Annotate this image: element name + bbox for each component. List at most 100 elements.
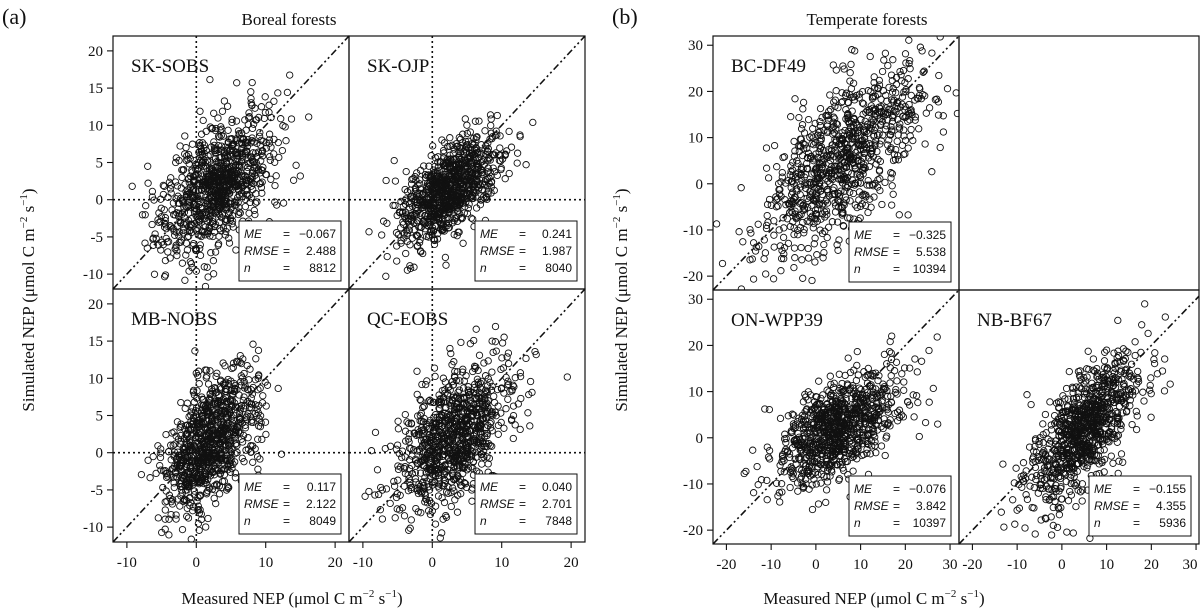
data-point	[403, 266, 412, 274]
data-point	[195, 464, 204, 473]
data-point	[892, 89, 900, 97]
site-label: QC-EOBS	[367, 309, 448, 330]
data-point	[457, 145, 465, 153]
data-point	[799, 206, 807, 215]
y-axis-label-a: Simulated NEP (μmol C m−2 s−1)	[18, 188, 38, 411]
data-point	[438, 529, 446, 537]
data-point	[161, 506, 169, 514]
data-point	[824, 127, 832, 135]
data-point	[185, 478, 193, 487]
data-point	[187, 408, 195, 416]
data-point	[844, 99, 853, 107]
data-point	[217, 131, 225, 140]
data-point	[460, 399, 469, 408]
data-point	[154, 514, 162, 522]
data-point	[305, 113, 313, 121]
data-point	[203, 480, 211, 489]
data-point	[915, 125, 923, 133]
data-point	[447, 502, 455, 511]
data-point	[859, 110, 867, 118]
stat-equals: =	[519, 227, 526, 241]
data-point	[159, 181, 167, 190]
data-point	[258, 189, 266, 197]
data-point	[836, 162, 845, 170]
data-point	[453, 508, 462, 516]
data-point	[907, 91, 915, 100]
data-point	[411, 209, 419, 218]
data-point	[402, 437, 410, 445]
data-point	[410, 429, 418, 437]
data-point	[221, 154, 229, 163]
data-point	[916, 43, 925, 51]
data-point	[461, 171, 470, 180]
data-point	[194, 215, 203, 223]
data-point	[790, 230, 798, 239]
data-point	[906, 56, 914, 65]
data-point	[196, 460, 204, 468]
data-point	[415, 480, 423, 488]
data-point	[929, 384, 937, 393]
data-point	[201, 403, 209, 411]
data-point	[175, 156, 183, 165]
stat-value: 2.701	[542, 497, 572, 511]
data-point	[226, 186, 234, 194]
data-point	[426, 466, 434, 474]
data-point	[390, 482, 399, 490]
data-point	[283, 88, 292, 97]
data-point	[440, 149, 448, 157]
data-point	[228, 142, 236, 150]
data-point	[446, 456, 454, 465]
data-point	[417, 489, 426, 497]
data-point	[911, 113, 920, 121]
data-point	[838, 136, 846, 144]
data-point	[214, 457, 222, 465]
data-point	[382, 485, 391, 493]
data-point	[235, 391, 243, 399]
data-point	[224, 484, 232, 492]
data-point	[227, 461, 235, 469]
data-point	[405, 464, 414, 473]
data-point	[365, 487, 373, 496]
data-point	[871, 113, 879, 121]
data-point	[204, 410, 212, 418]
data-point	[405, 204, 414, 212]
data-point	[184, 190, 192, 198]
data-point	[167, 441, 175, 449]
data-point	[828, 218, 837, 226]
data-point	[898, 370, 906, 378]
data-point	[430, 240, 439, 249]
data-point	[516, 369, 525, 377]
data-point	[413, 390, 421, 399]
data-point	[180, 165, 188, 174]
data-point	[378, 515, 387, 523]
data-point	[791, 455, 799, 463]
data-point	[904, 211, 912, 219]
data-point	[445, 420, 453, 428]
data-point	[235, 208, 243, 216]
data-point	[807, 178, 815, 187]
data-point	[168, 500, 177, 508]
data-point	[203, 426, 211, 434]
data-point	[459, 384, 468, 392]
data-point	[197, 170, 205, 178]
data-point	[760, 255, 768, 263]
data-point	[464, 416, 472, 424]
data-point	[249, 149, 257, 157]
data-point	[482, 424, 490, 432]
data-point	[497, 384, 506, 392]
data-point	[185, 436, 194, 444]
data-point	[201, 476, 209, 485]
data-point	[869, 182, 877, 190]
data-point	[814, 463, 822, 471]
data-point	[857, 137, 865, 145]
stat-value: 8040	[545, 261, 572, 275]
data-point	[402, 167, 410, 176]
data-point	[884, 61, 892, 70]
data-point	[885, 83, 893, 92]
data-point	[886, 105, 894, 113]
data-point	[274, 89, 282, 97]
data-point	[892, 80, 901, 89]
data-point	[222, 378, 230, 386]
